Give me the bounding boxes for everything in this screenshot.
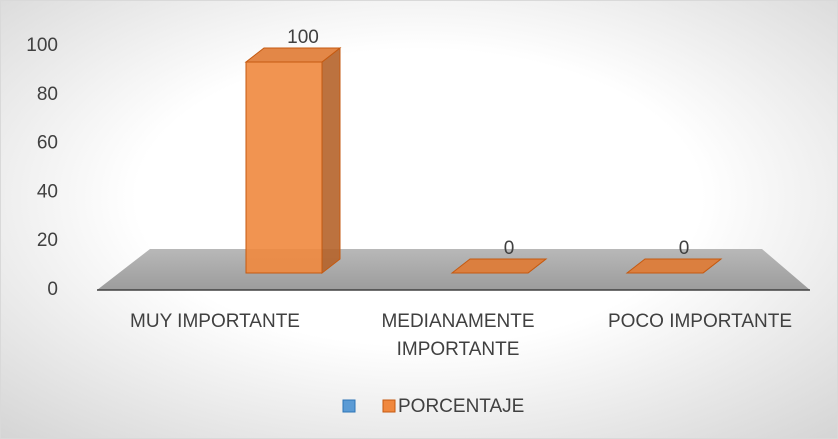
legend-label: PORCENTAJE: [398, 396, 524, 417]
x-tick-label: POCO IMPORTANTE: [607, 311, 793, 332]
data-label: 100: [287, 27, 319, 48]
y-tick-label: 80: [37, 84, 58, 105]
bar: [450, 258, 548, 274]
data-label: 0: [504, 238, 515, 259]
y-tick-label: 0: [47, 279, 58, 300]
y-tick-label: 20: [37, 230, 58, 251]
bar-top: [450, 258, 548, 274]
y-tick-label: 60: [37, 133, 58, 154]
y-tick-label: 100: [26, 35, 58, 56]
bar: [244, 46, 342, 275]
bar: [625, 258, 723, 274]
bar-side: [321, 46, 341, 275]
bar-top: [625, 258, 723, 274]
legend-swatch-blank: [342, 399, 356, 413]
x-tick-label: MUY IMPORTANTE: [130, 311, 300, 332]
bar-front: [245, 61, 323, 274]
x-tick-label: MEDIANAMENTE IMPORTANTE: [381, 311, 535, 360]
bar-top: [244, 47, 342, 63]
y-tick-label: 40: [37, 181, 58, 202]
legend-swatch: [382, 399, 396, 413]
data-label: 0: [679, 238, 690, 259]
